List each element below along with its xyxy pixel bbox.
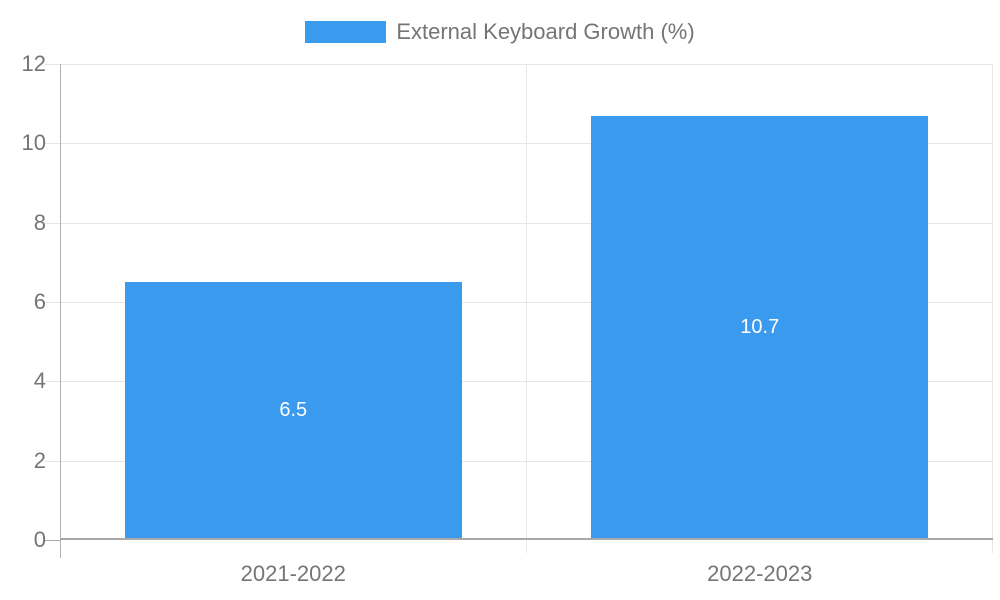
y-axis-tick [45,64,60,65]
y-axis-line [60,64,61,558]
grid-line [60,460,993,462]
x-axis-labels-row: 2021-2022 2022-2023 [60,561,993,587]
plot-area: 6.5 10.7 [45,64,993,558]
y-axis-tick [45,302,60,303]
y-axis-label: 4 [33,368,46,394]
grid-line [60,143,993,145]
y-axis-tick [45,381,60,383]
legend-label: External Keyboard Growth (%) [396,19,695,44]
y-axis-label: 10 [21,130,46,156]
y-axis-label: 2 [33,447,46,473]
y-axis-tick [45,222,60,224]
y-axis-tick [45,540,60,541]
y-axis-label: 12 [21,51,46,76]
bar: 10.7 [591,115,929,538]
bar-value-label: 10.7 [740,315,780,338]
y-axis-tick [45,143,60,145]
grid-line [60,381,993,383]
x-axis-label: 2022-2023 [707,561,813,586]
y-axis-label: 0 [33,527,46,552]
bar-value-label: 6.5 [279,399,308,422]
category-separator [525,64,527,553]
bar: 6.5 [124,282,462,538]
legend: External Keyboard Growth (%) [0,19,1000,45]
grid-line [60,222,993,224]
grid-line [60,302,993,303]
plot-right-border [992,64,993,553]
legend-swatch [305,21,387,43]
x-axis-label: 2021-2022 [240,561,346,586]
y-axis-label: 8 [33,209,46,235]
y-axis-tick [45,460,60,462]
grid-line [60,64,993,65]
x-axis-baseline [60,538,993,540]
y-axis-label: 6 [33,289,46,314]
